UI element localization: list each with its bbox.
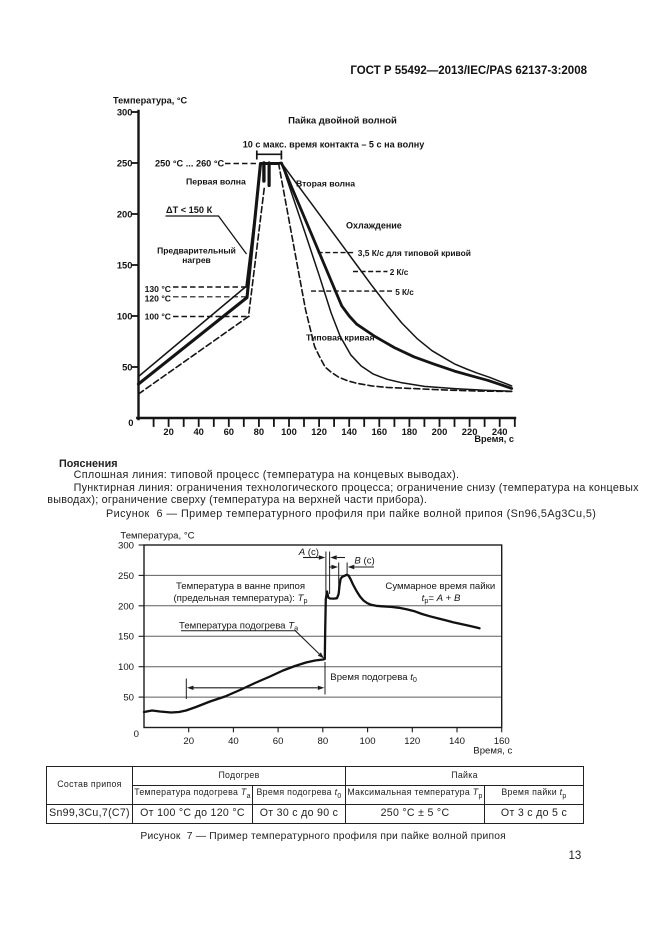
svg-text:2 К/с: 2 К/с <box>390 268 409 277</box>
svg-text:50: 50 <box>122 361 132 372</box>
svg-text:180: 180 <box>402 426 418 437</box>
svg-text:10 с макс. время контакта – 5: 10 с макс. время контакта – 5 с на волну <box>243 140 426 150</box>
svg-text:ΔТ < 150 К: ΔТ < 150 К <box>166 205 213 215</box>
svg-text:нагрев: нагрев <box>182 255 211 265</box>
svg-text:130 °С: 130 °С <box>145 284 171 294</box>
svg-text:Время, с: Время, с <box>474 434 514 444</box>
svg-text:5 К/с: 5 К/с <box>395 288 414 297</box>
svg-text:150: 150 <box>117 259 133 270</box>
svg-text:120: 120 <box>311 426 327 437</box>
svg-text:250: 250 <box>118 571 134 582</box>
svg-text:40: 40 <box>193 426 203 437</box>
svg-text:A (с): A (с) <box>298 547 319 558</box>
svg-text:Суммарное время пайки: Суммарное время пайки <box>385 581 495 592</box>
svg-text:0: 0 <box>128 417 133 428</box>
svg-text:Время, с: Время, с <box>473 746 512 757</box>
svg-text:140: 140 <box>449 736 465 747</box>
svg-text:100: 100 <box>118 662 134 673</box>
svg-text:120: 120 <box>404 736 420 747</box>
svg-text:40: 40 <box>228 736 239 747</box>
svg-text:250 °С ... 260 °С: 250 °С ... 260 °С <box>155 159 225 169</box>
svg-text:Предварительный: Предварительный <box>157 246 236 256</box>
svg-text:20: 20 <box>163 426 173 437</box>
svg-text:3,5 К/с для типовой кривой: 3,5 К/с для типовой кривой <box>358 248 471 258</box>
svg-text:80: 80 <box>254 426 264 437</box>
svg-text:20: 20 <box>183 736 194 747</box>
svg-text:100 °С: 100 °С <box>145 311 171 321</box>
svg-text:0: 0 <box>134 729 139 740</box>
svg-text:Температура подогрева Та: Температура подогрева Та <box>179 621 298 633</box>
svg-text:Первая волна: Первая волна <box>186 177 246 187</box>
svg-text:Время подогрева t0: Время подогрева t0 <box>330 672 417 684</box>
svg-text:tр= A + B: tр= A + B <box>422 593 461 605</box>
svg-text:200: 200 <box>117 208 133 219</box>
svg-text:(предельная температура): Тр: (предельная температура): Тр <box>173 593 307 605</box>
svg-text:120 °С: 120 °С <box>145 294 171 304</box>
svg-text:300: 300 <box>118 541 134 552</box>
svg-text:300: 300 <box>117 106 133 117</box>
svg-text:80: 80 <box>318 736 329 747</box>
svg-text:Вторая волна: Вторая волна <box>296 179 355 189</box>
svg-text:100: 100 <box>281 426 297 437</box>
svg-text:Пайка двойной волной: Пайка двойной волной <box>288 116 397 127</box>
svg-text:Температура, °С: Температура, °С <box>113 96 188 106</box>
svg-text:240: 240 <box>492 426 508 437</box>
svg-text:50: 50 <box>123 693 134 704</box>
svg-text:60: 60 <box>224 426 234 437</box>
svg-text:Охлаждение: Охлаждение <box>346 221 402 231</box>
svg-text:Температура в ванне припоя: Температура в ванне припоя <box>176 581 305 592</box>
svg-text:60: 60 <box>273 736 284 747</box>
svg-text:100: 100 <box>360 736 376 747</box>
svg-text:250: 250 <box>117 157 133 168</box>
svg-text:160: 160 <box>371 426 387 437</box>
svg-text:B (с): B (с) <box>354 556 374 567</box>
svg-text:200: 200 <box>432 426 448 437</box>
svg-text:140: 140 <box>341 426 357 437</box>
svg-text:100: 100 <box>117 310 133 321</box>
svg-text:Температура, °С: Температура, °С <box>120 531 194 542</box>
svg-text:Типовая кривая: Типовая кривая <box>306 333 375 343</box>
svg-text:160: 160 <box>494 736 510 747</box>
svg-text:220: 220 <box>462 426 478 437</box>
svg-text:150: 150 <box>118 632 134 643</box>
svg-text:200: 200 <box>118 601 134 612</box>
